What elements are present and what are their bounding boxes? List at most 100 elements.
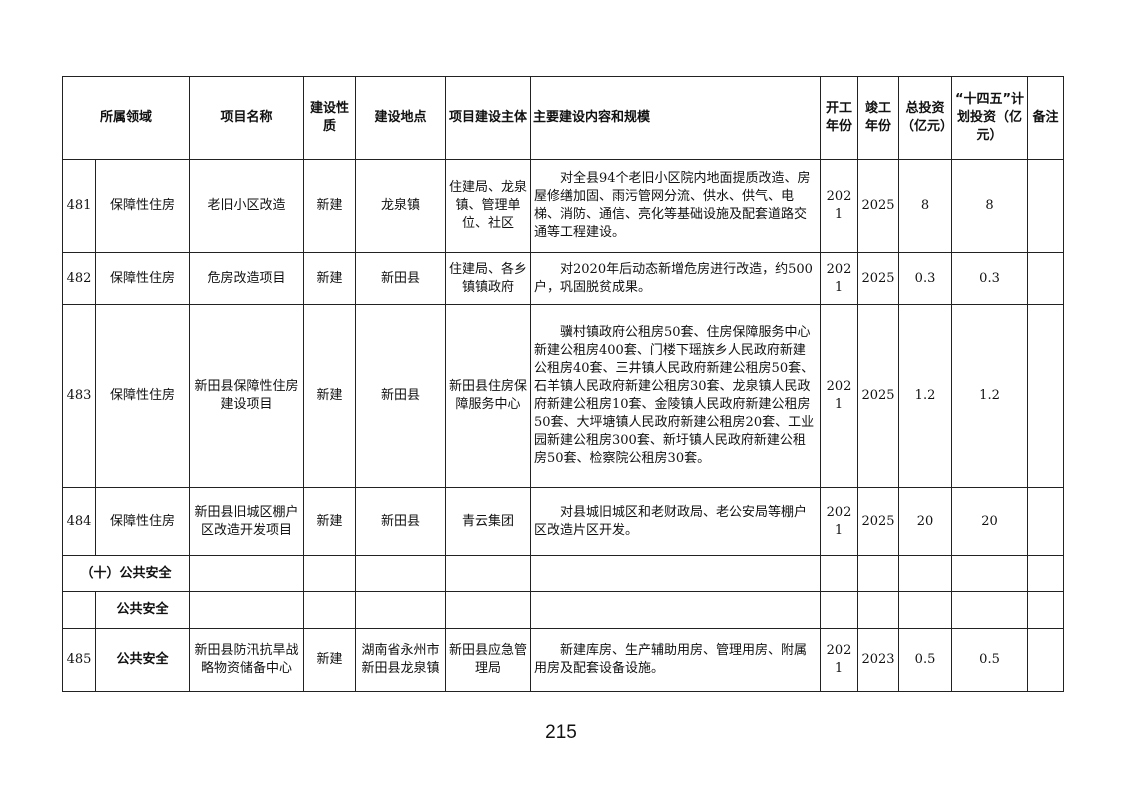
- cell-nature: 新建: [303, 159, 357, 253]
- cell-end: 2025: [857, 304, 900, 488]
- cell-name: 新田县保障性住房建设项目: [189, 304, 305, 488]
- header-name: 项目名称: [189, 76, 305, 160]
- cell-end: 2023: [857, 628, 900, 692]
- cell-nature: 新建: [303, 487, 357, 556]
- cell-total: 0.3: [898, 252, 953, 305]
- empty-cell: [445, 555, 532, 592]
- empty-cell: [355, 555, 447, 592]
- header-note: 备注: [1027, 76, 1065, 160]
- cell-owner: 新田县住房保障服务中心: [445, 304, 532, 488]
- cell-content: 对县城旧城区和老财政局、老公安局等棚户区改造片区开发。: [530, 487, 822, 556]
- header-location: 建设地点: [355, 76, 447, 160]
- empty-cell: [951, 591, 1029, 629]
- header-nature: 建设性质: [303, 76, 357, 160]
- empty-cell: [303, 555, 357, 592]
- cell-plan: 20: [951, 487, 1029, 556]
- cell-nature: 新建: [303, 252, 357, 305]
- header-domain: 所属领域: [61, 76, 191, 160]
- table-row: 485 公共安全 新田县防汛抗旱战略物资储备中心 新建 湖南省永州市新田县龙泉镇 新田县应…: [62, 628, 1065, 692]
- cell-content: 对2020年后动态新增危房进行改造，约500户，巩固脱贫成果。: [530, 252, 822, 305]
- cell-location: 龙泉镇: [355, 159, 447, 253]
- empty-cell: [857, 555, 900, 592]
- cell-start: 2021: [820, 628, 859, 692]
- cell-start: 2021: [820, 159, 859, 253]
- empty-cell: [857, 591, 900, 629]
- cell-owner: 住建局、各乡镇镇政府: [445, 252, 532, 305]
- cell-name: 危房改造项目: [189, 252, 305, 305]
- cell-domain: 保障性住房: [94, 159, 191, 253]
- cell-domain: 保障性住房: [94, 252, 191, 305]
- header-total: 总投资（亿元）: [898, 76, 953, 160]
- cell-content: 对全县94个老旧小区院内地面提质改造、房屋修缮加固、雨污管网分流、供水、供气、电…: [530, 159, 822, 253]
- section-title: （十）公共安全: [61, 555, 191, 592]
- cell-owner: 青云集团: [445, 487, 532, 556]
- empty-cell: [355, 591, 447, 629]
- cell-note: [1027, 252, 1065, 305]
- cell-owner: 新田县应急管理局: [445, 628, 532, 692]
- header-row: 所属领域 项目名称 建设性质 建设地点 项目建设主体 主要建设内容和规模 开工年…: [61, 76, 1065, 160]
- empty-cell: [530, 555, 822, 592]
- empty-cell: [820, 555, 859, 592]
- cell-no: 481: [62, 159, 96, 253]
- header-plan: “十四五”计划投资（亿元）: [951, 76, 1029, 160]
- cell-no: 485: [62, 628, 96, 692]
- cell-start: 2021: [820, 304, 859, 488]
- cell-no: 483: [62, 304, 96, 488]
- cell-location: 新田县: [355, 487, 447, 556]
- cell-end: 2025: [857, 487, 900, 556]
- empty-cell: [1027, 555, 1065, 592]
- cell-end: 2025: [857, 159, 900, 253]
- empty-cell: [62, 591, 96, 629]
- header-start: 开工年份: [820, 76, 859, 160]
- header-owner: 项目建设主体: [445, 76, 532, 160]
- empty-cell: [820, 591, 859, 629]
- empty-cell: [189, 591, 305, 629]
- cell-note: [1027, 628, 1065, 692]
- cell-owner: 住建局、龙泉镇、管理单位、社区: [445, 159, 532, 253]
- cell-content: 骥村镇政府公租房50套、住房保障服务中心新建公租房400套、门楼下瑶族乡人民政府…: [530, 304, 822, 488]
- cell-no: 484: [62, 487, 96, 556]
- cell-content: 新建库房、生产辅助用房、管理用房、附属用房及配套设备设施。: [530, 628, 822, 692]
- empty-cell: [530, 591, 822, 629]
- subsection-title: 公共安全: [94, 591, 191, 629]
- section-row: （十）公共安全: [61, 555, 1065, 592]
- empty-cell: [1027, 591, 1065, 629]
- cell-total: 0.5: [898, 628, 953, 692]
- cell-location: 湖南省永州市新田县龙泉镇: [355, 628, 447, 692]
- cell-domain: 公共安全: [94, 628, 191, 692]
- table-row: 484 保障性住房 新田县旧城区棚户区改造开发项目 新建 新田县 青云集团 对县城旧城区和老…: [62, 487, 1065, 556]
- page-number: 215: [545, 722, 577, 743]
- cell-plan: 1.2: [951, 304, 1029, 488]
- empty-cell: [303, 591, 357, 629]
- cell-domain: 保障性住房: [94, 304, 191, 488]
- cell-note: [1027, 304, 1065, 488]
- cell-plan: 0.5: [951, 628, 1029, 692]
- cell-no: 482: [62, 252, 96, 305]
- cell-total: 1.2: [898, 304, 953, 488]
- empty-cell: [898, 591, 953, 629]
- cell-total: 8: [898, 159, 953, 253]
- cell-name: 新田县旧城区棚户区改造开发项目: [189, 487, 305, 556]
- cell-nature: 新建: [303, 628, 357, 692]
- empty-cell: [445, 591, 532, 629]
- cell-end: 2025: [857, 252, 900, 305]
- cell-name: 老旧小区改造: [189, 159, 305, 253]
- empty-cell: [898, 555, 953, 592]
- cell-plan: 8: [951, 159, 1029, 253]
- empty-cell: [951, 555, 1029, 592]
- cell-note: [1027, 159, 1065, 253]
- cell-name: 新田县防汛抗旱战略物资储备中心: [189, 628, 305, 692]
- cell-location: 新田县: [355, 304, 447, 488]
- cell-note: [1027, 487, 1065, 556]
- cell-plan: 0.3: [951, 252, 1029, 305]
- cell-start: 2021: [820, 252, 859, 305]
- header-end: 竣工年份: [857, 76, 900, 160]
- projects-table: 所属领域 项目名称 建设性质 建设地点 项目建设主体 主要建设内容和规模 开工年…: [61, 76, 1065, 692]
- cell-location: 新田县: [355, 252, 447, 305]
- table-row: 482 保障性住房 危房改造项目 新建 新田县 住建局、各乡镇镇政府 对2020年后动态新增…: [62, 252, 1065, 305]
- cell-total: 20: [898, 487, 953, 556]
- table-row: 481 保障性住房 老旧小区改造 新建 龙泉镇 住建局、龙泉镇、管理单位、社区 对全县94个…: [62, 159, 1065, 253]
- cell-nature: 新建: [303, 304, 357, 488]
- cell-domain: 保障性住房: [94, 487, 191, 556]
- table-row: 483 保障性住房 新田县保障性住房建设项目 新建 新田县 新田县住房保障服务中心 骥村镇政…: [62, 304, 1065, 488]
